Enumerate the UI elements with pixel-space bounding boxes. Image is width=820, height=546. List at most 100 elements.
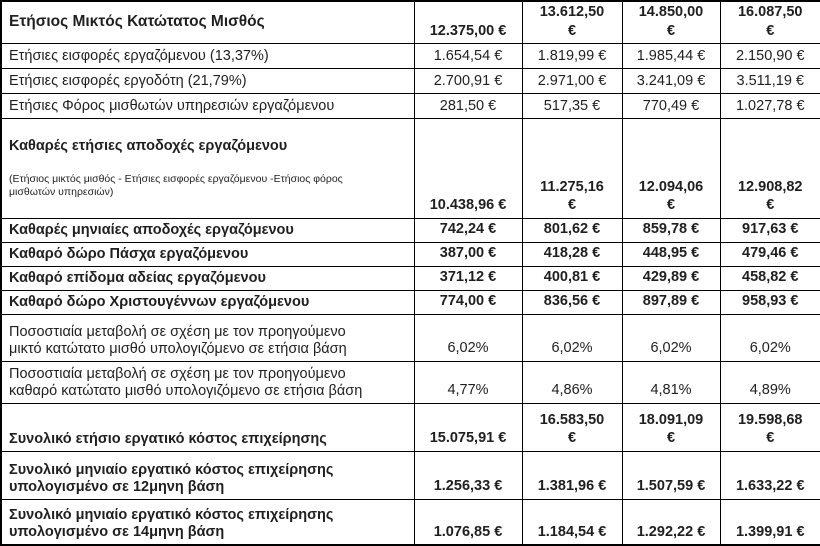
- value-cell: 1.292,22 €: [621, 498, 721, 546]
- value-cell: 16.087,50 €: [719, 0, 820, 45]
- row-sublabel: (Ετήσιος μικτός μισθός - Ετήσιες εισφορέ…: [9, 173, 343, 198]
- row-label: Καθαρές μηνιαίες αποδοχές εργαζόμενου: [9, 221, 294, 238]
- value-cell: 11.275,16 €: [521, 118, 623, 219]
- value-cell: 859,78 €: [621, 217, 721, 243]
- row-label: Ποσοστιαία μεταβολή σε σχέση με τον προη…: [9, 365, 363, 399]
- value-cell: 1.076,85 €: [413, 498, 523, 546]
- value-cell: 917,63 €: [719, 217, 820, 243]
- value-cell: 18.091,09 €: [621, 402, 721, 452]
- value-cell: 6,02%: [521, 313, 623, 362]
- row-label: Ποσοστιαία μεταβολή σε σχέση με τον προη…: [9, 323, 347, 357]
- value-cell: 16.583,50 €: [521, 402, 623, 452]
- value-cell: 6,02%: [719, 313, 820, 362]
- value-cell: 958,93 €: [719, 289, 820, 315]
- value-cell: 12.375,00 €: [413, 0, 523, 45]
- value-cell: 6,02%: [621, 313, 721, 362]
- row-label: Ετήσιες Φόρος μισθωτών υπηρεσιών εργαζόμ…: [9, 97, 335, 114]
- value-cell: 448,95 €: [621, 241, 721, 267]
- value-cell: 10.438,96 €: [413, 118, 523, 219]
- value-cell: 517,35 €: [521, 93, 623, 120]
- row-label-cell: Ετήσιες εισφορές εργοδότη (21,79%): [0, 68, 415, 95]
- value-cell: 14.850,00 €: [621, 0, 721, 45]
- value-cell: 742,24 €: [413, 217, 523, 243]
- row-label: Συνολικό μηνιαίο εργατικό κόστος επιχείρ…: [9, 461, 334, 495]
- row-net-christmas-bonus: Καθαρό δώρο Χριστουγέννων εργαζόμενου 77…: [0, 289, 820, 315]
- value-cell: 19.598,68 €: [719, 402, 820, 452]
- value-cell: 4,77%: [413, 360, 523, 404]
- row-pct-change-gross-wage: Ποσοστιαία μεταβολή σε σχέση με τον προη…: [0, 313, 820, 362]
- row-label: Καθαρές ετήσιες αποδοχές εργαζόμενου: [9, 138, 288, 155]
- value-cell: 12.908,82 €: [719, 118, 820, 219]
- value-cell: 1.654,54 €: [413, 43, 523, 70]
- value-cell: 4,81%: [621, 360, 721, 404]
- row-label-cell: Συνολικό μηνιαίο εργατικό κόστος επιχείρ…: [0, 450, 415, 500]
- value-cell: 1.507,59 €: [621, 450, 721, 500]
- row-net-easter-bonus: Καθαρό δώρο Πάσχα εργαζόμενου 387,00 € 4…: [0, 241, 820, 267]
- value-cell: 479,46 €: [719, 241, 820, 267]
- row-label-cell: Ποσοστιαία μεταβολή σε σχέση με τον προη…: [0, 313, 415, 362]
- value-cell: 2.150,90 €: [719, 43, 820, 70]
- row-label-cell: Ετήσιες εισφορές εργαζόμενου (13,37%): [0, 43, 415, 70]
- value-cell: 12.094,06 €: [621, 118, 721, 219]
- row-label-cell: Ετήσιος Μικτός Κατώτατος Μισθός: [0, 0, 415, 45]
- row-label: Συνολικό ετήσιο εργατικό κόστος επιχείρη…: [9, 430, 327, 447]
- value-cell: 281,50 €: [413, 93, 523, 120]
- value-cell: 770,49 €: [621, 93, 721, 120]
- row-net-annual-earnings: Καθαρές ετήσιες αποδοχές εργαζόμενου (Ετ…: [0, 118, 820, 219]
- row-annual-gross-minimum-wage: Ετήσιος Μικτός Κατώτατος Μισθός 12.375,0…: [0, 0, 820, 45]
- row-label: Καθαρό δώρο Χριστουγέννων εργαζόμενου: [9, 293, 310, 310]
- value-cell: 400,81 €: [521, 265, 623, 291]
- row-annual-employer-contributions: Ετήσιες εισφορές εργοδότη (21,79%) 2.700…: [0, 68, 820, 95]
- row-annual-employee-contributions: Ετήσιες εισφορές εργαζόμενου (13,37%) 1.…: [0, 43, 820, 70]
- value-cell: 1.027,78 €: [719, 93, 820, 120]
- value-cell: 897,89 €: [621, 289, 721, 315]
- value-cell: 13.612,50 €: [521, 0, 623, 45]
- row-label: Ετήσιος Μικτός Κατώτατος Μισθός: [9, 12, 265, 30]
- value-cell: 1.381,96 €: [521, 450, 623, 500]
- row-label-cell: Καθαρές μηνιαίες αποδοχές εργαζόμενου: [0, 217, 415, 243]
- value-cell: 774,00 €: [413, 289, 523, 315]
- value-cell: 4,89%: [719, 360, 820, 404]
- value-cell: 387,00 €: [413, 241, 523, 267]
- row-label-cell: Ποσοστιαία μεταβολή σε σχέση με τον προη…: [0, 360, 415, 404]
- row-total-annual-labor-cost: Συνολικό ετήσιο εργατικό κόστος επιχείρη…: [0, 402, 820, 452]
- row-total-monthly-labor-cost-12-month: Συνολικό μηνιαίο εργατικό κόστος επιχείρ…: [0, 450, 820, 500]
- row-label-cell: Συνολικό μηνιαίο εργατικό κόστος επιχείρ…: [0, 498, 415, 546]
- row-label-cell: Καθαρό επίδομα αδείας εργαζόμενου: [0, 265, 415, 291]
- value-cell: 2.971,00 €: [521, 68, 623, 95]
- row-annual-payroll-tax: Ετήσιες Φόρος μισθωτών υπηρεσιών εργαζόμ…: [0, 93, 820, 120]
- value-cell: 1.819,99 €: [521, 43, 623, 70]
- row-total-monthly-labor-cost-14-month: Συνολικό μηνιαίο εργατικό κόστος επιχείρ…: [0, 498, 820, 546]
- value-cell: 1.985,44 €: [621, 43, 721, 70]
- value-cell: 15.075,91 €: [413, 402, 523, 452]
- row-pct-change-net-wage: Ποσοστιαία μεταβολή σε σχέση με τον προη…: [0, 360, 820, 404]
- value-cell: 1.399,91 €: [719, 498, 820, 546]
- row-label-cell: Καθαρές ετήσιες αποδοχές εργαζόμενου (Ετ…: [0, 118, 415, 219]
- value-cell: 418,28 €: [521, 241, 623, 267]
- value-cell: 1.256,33 €: [413, 450, 523, 500]
- row-label: Ετήσιες εισφορές εργαζόμενου (13,37%): [9, 47, 269, 64]
- row-net-leave-allowance: Καθαρό επίδομα αδείας εργαζόμενου 371,12…: [0, 265, 820, 291]
- value-cell: 458,82 €: [719, 265, 820, 291]
- row-label: Καθαρό δώρο Πάσχα εργαζόμενου: [9, 245, 249, 262]
- value-cell: 2.700,91 €: [413, 68, 523, 95]
- value-cell: 836,56 €: [521, 289, 623, 315]
- value-cell: 3.241,09 €: [621, 68, 721, 95]
- row-label-cell: Καθαρό δώρο Χριστουγέννων εργαζόμενου: [0, 289, 415, 315]
- value-cell: 801,62 €: [521, 217, 623, 243]
- value-cell: 1.633,22 €: [719, 450, 820, 500]
- value-cell: 6,02%: [413, 313, 523, 362]
- value-cell: 371,12 €: [413, 265, 523, 291]
- value-cell: 1.184,54 €: [521, 498, 623, 546]
- row-label: Καθαρό επίδομα αδείας εργαζόμενου: [9, 269, 266, 286]
- value-cell: 429,89 €: [621, 265, 721, 291]
- row-label-cell: Συνολικό ετήσιο εργατικό κόστος επιχείρη…: [0, 402, 415, 452]
- row-label: Συνολικό μηνιαίο εργατικό κόστος επιχείρ…: [9, 507, 334, 541]
- row-label: Ετήσιες εισφορές εργοδότη (21,79%): [9, 72, 247, 89]
- value-cell: 4,86%: [521, 360, 623, 404]
- row-label-cell: Ετήσιες Φόρος μισθωτών υπηρεσιών εργαζόμ…: [0, 93, 415, 120]
- row-net-monthly-earnings: Καθαρές μηνιαίες αποδοχές εργαζόμενου 74…: [0, 217, 820, 243]
- row-label-cell: Καθαρό δώρο Πάσχα εργαζόμενου: [0, 241, 415, 267]
- value-cell: 3.511,19 €: [719, 68, 820, 95]
